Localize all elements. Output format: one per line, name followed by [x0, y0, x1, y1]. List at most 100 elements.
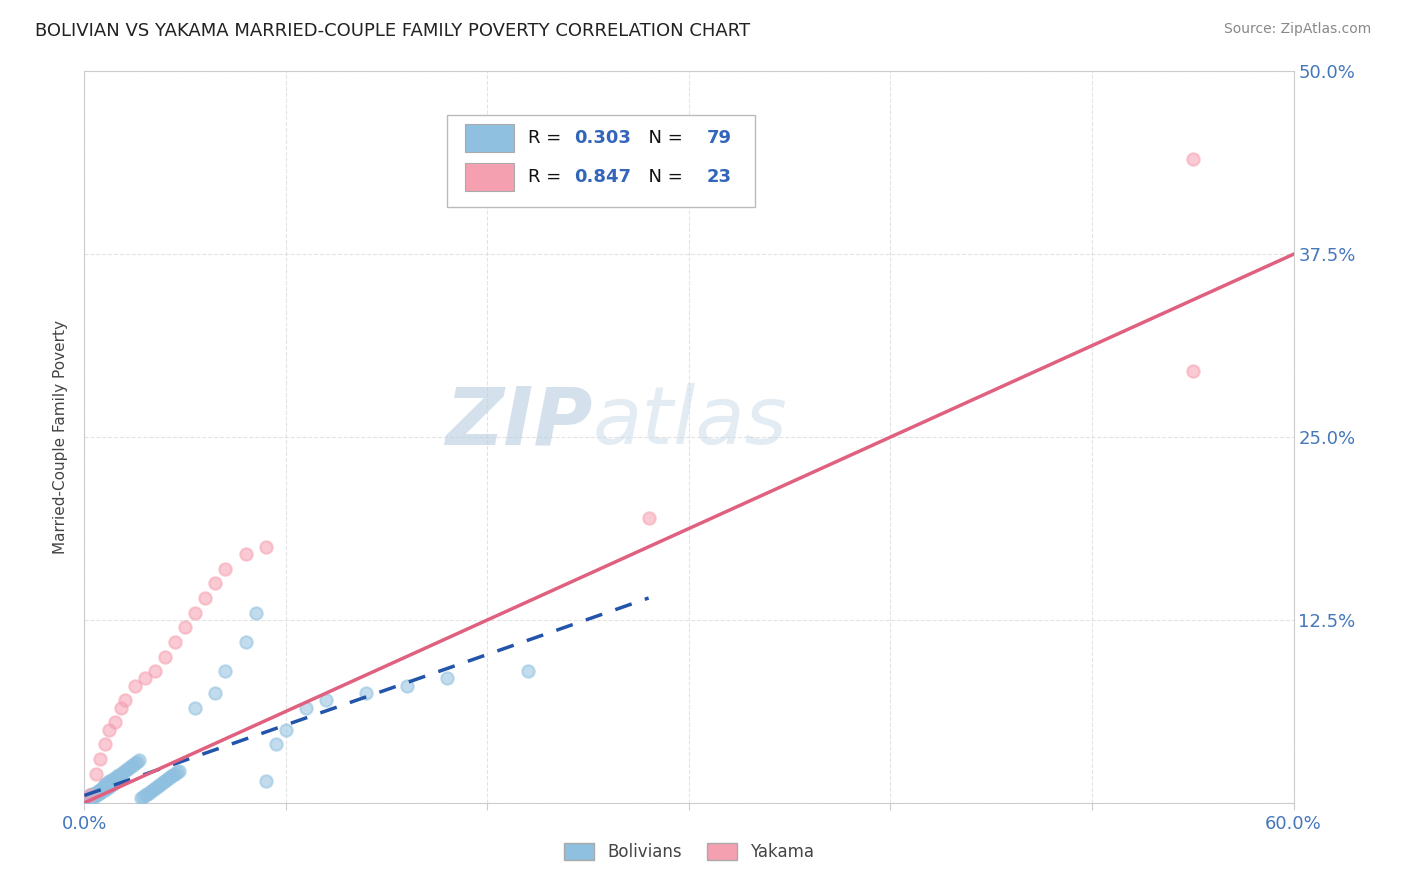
Point [138, 786, 160, 800]
Point [83, 789, 105, 804]
Point [86, 789, 108, 803]
Point [93, 737, 115, 751]
Point [97, 723, 120, 737]
Point [162, 768, 184, 782]
Text: ZIP: ZIP [444, 384, 592, 461]
Point [101, 777, 124, 791]
Point [274, 723, 297, 737]
Point [100, 778, 122, 792]
Point [143, 781, 166, 796]
Point [135, 787, 157, 801]
Point [143, 664, 166, 678]
Point [79, 789, 101, 803]
Point [111, 765, 134, 780]
Point [194, 591, 217, 605]
Point [91, 781, 114, 796]
Text: 79: 79 [707, 129, 733, 147]
Point [83, 787, 105, 801]
Point [165, 635, 187, 649]
Point [114, 764, 136, 778]
Point [160, 769, 183, 783]
Text: 23: 23 [707, 168, 733, 186]
Point [115, 762, 138, 776]
Text: N =: N = [637, 168, 689, 186]
Text: 0.847: 0.847 [574, 168, 631, 186]
Point [97, 780, 120, 794]
Point [101, 772, 124, 787]
Point [395, 679, 418, 693]
Point [156, 772, 179, 787]
Point [125, 755, 148, 769]
Point [254, 540, 277, 554]
Point [157, 771, 180, 785]
Point [96, 777, 118, 791]
Point [79, 789, 101, 803]
Point [96, 781, 118, 796]
Point [124, 679, 146, 693]
Text: R =: R = [529, 168, 567, 186]
Point [87, 787, 110, 801]
Point [97, 775, 120, 789]
Point [124, 756, 146, 771]
Text: 0.303: 0.303 [574, 129, 631, 147]
Point [149, 777, 172, 791]
Point [82, 787, 104, 801]
Point [295, 700, 318, 714]
Point [204, 576, 226, 591]
Point [86, 786, 108, 800]
FancyBboxPatch shape [447, 115, 755, 207]
Point [264, 737, 287, 751]
Point [245, 606, 267, 620]
Point [152, 775, 174, 789]
Point [153, 649, 176, 664]
Text: BOLIVIAN VS YAKAMA MARRIED-COUPLE FAMILY POVERTY CORRELATION CHART: BOLIVIAN VS YAKAMA MARRIED-COUPLE FAMILY… [35, 22, 751, 40]
Point [93, 777, 115, 791]
Point [86, 766, 108, 780]
Point [134, 672, 156, 686]
Point [100, 773, 122, 788]
Point [114, 693, 136, 707]
Point [93, 780, 115, 794]
Point [89, 786, 111, 800]
Text: Source: ZipAtlas.com: Source: ZipAtlas.com [1223, 22, 1371, 37]
Point [637, 510, 659, 524]
Point [82, 791, 104, 805]
Point [129, 791, 152, 805]
Point [120, 759, 142, 773]
Point [105, 773, 128, 788]
Point [315, 693, 337, 707]
Point [104, 771, 127, 785]
Point [235, 635, 257, 649]
Point [79, 793, 101, 807]
Point [254, 773, 277, 788]
Point [142, 782, 165, 797]
Text: atlas: atlas [592, 384, 787, 461]
Point [91, 784, 114, 798]
Point [89, 784, 111, 798]
Point [93, 782, 115, 797]
Point [89, 782, 111, 797]
Point [104, 775, 127, 789]
Point [93, 778, 115, 792]
Point [107, 768, 129, 782]
Point [166, 765, 188, 780]
Legend: Bolivians, Yakama: Bolivians, Yakama [557, 836, 821, 868]
Point [121, 757, 143, 772]
Point [146, 780, 169, 794]
Y-axis label: Married-Couple Family Poverty: Married-Couple Family Poverty [53, 320, 69, 554]
Text: N =: N = [637, 129, 689, 147]
Point [148, 778, 170, 792]
Point [214, 562, 236, 576]
Point [132, 789, 155, 804]
Point [184, 606, 207, 620]
Point [204, 686, 226, 700]
Point [89, 752, 111, 766]
Point [436, 672, 458, 686]
FancyBboxPatch shape [465, 124, 513, 152]
Point [174, 620, 197, 634]
Point [87, 786, 110, 800]
Point [153, 773, 176, 788]
Point [110, 700, 132, 714]
Point [110, 766, 132, 780]
Point [118, 761, 141, 775]
